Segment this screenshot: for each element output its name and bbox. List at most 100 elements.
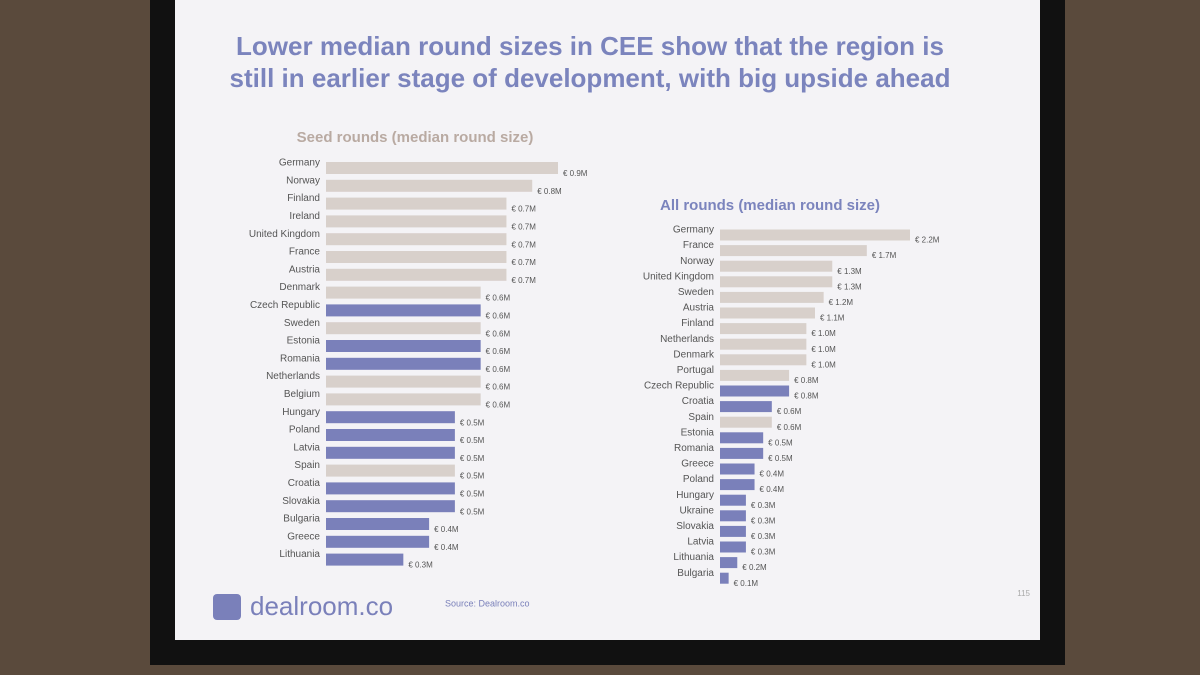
bar <box>326 357 481 370</box>
bar <box>326 375 481 388</box>
value-label: € 0.7M <box>511 240 536 249</box>
y-tick-label: Austria <box>289 264 321 275</box>
logo-icon <box>213 594 241 620</box>
value-label: € 0.6M <box>486 347 511 356</box>
value-label: € 0.7M <box>511 276 536 285</box>
source: Source: Dealroom.co <box>445 598 530 608</box>
y-tick-label: France <box>289 247 321 258</box>
bar <box>326 215 507 228</box>
y-tick-label: Greece <box>681 459 714 470</box>
slide <box>175 0 1040 640</box>
value-label: € 0.1M <box>734 579 759 588</box>
y-tick-label: Spain <box>294 460 320 471</box>
y-tick-label: Sweden <box>678 287 714 298</box>
value-label: € 0.6M <box>486 383 511 392</box>
bar <box>326 322 481 335</box>
y-tick-label: Greece <box>287 531 320 542</box>
bar <box>326 162 558 174</box>
y-tick-label: Poland <box>683 474 714 485</box>
y-tick-label: Belgium <box>284 389 320 400</box>
y-tick-label: Hungary <box>282 407 320 418</box>
value-label: € 0.5M <box>460 436 485 445</box>
y-tick-label: Latvia <box>293 442 320 453</box>
y-tick-label: Norway <box>680 256 714 267</box>
value-label: € 0.2M <box>742 563 767 572</box>
bar <box>720 260 833 272</box>
y-tick-label: Netherlands <box>266 371 320 382</box>
y-tick-label: Finland <box>287 193 320 204</box>
bar <box>326 518 430 530</box>
bar <box>720 276 833 288</box>
value-label: € 0.3M <box>408 561 433 570</box>
y-tick-label: Bulgaria <box>677 568 714 579</box>
chart-title: All rounds (median round size) <box>660 197 880 214</box>
value-label: € 0.5M <box>768 438 793 447</box>
bar <box>326 446 455 459</box>
value-label: € 0.6M <box>486 401 511 410</box>
y-tick-label: Portugal <box>677 365 714 376</box>
y-tick-label: Lithuania <box>673 552 714 563</box>
value-label: € 0.8M <box>794 376 819 385</box>
y-tick-label: Netherlands <box>660 334 714 345</box>
bar <box>720 307 815 319</box>
y-tick-label: Bulgaria <box>283 514 320 525</box>
bar <box>326 553 404 566</box>
value-label: € 0.7M <box>511 258 536 267</box>
value-label: € 0.5M <box>460 454 485 463</box>
bar <box>326 286 481 299</box>
value-label: € 0.8M <box>794 392 819 401</box>
value-label: € 0.5M <box>768 454 793 463</box>
bar <box>326 340 481 352</box>
bar <box>720 525 746 537</box>
value-label: € 0.4M <box>760 485 785 494</box>
bar <box>326 464 455 477</box>
bar <box>720 510 746 522</box>
y-tick-label: Ukraine <box>680 505 715 516</box>
y-tick-label: Germany <box>279 158 320 169</box>
slide-title: Lower median round sizes in CEE show tha… <box>230 31 951 93</box>
y-tick-label: Ireland <box>289 211 320 222</box>
bar <box>720 338 807 350</box>
y-tick-label: Spain <box>688 412 714 423</box>
bar <box>720 572 729 584</box>
y-tick-label: Poland <box>289 425 320 436</box>
y-tick-label: United Kingdom <box>643 271 714 282</box>
value-label: € 1.2M <box>829 298 854 307</box>
y-tick-label: Estonia <box>287 336 321 347</box>
bar <box>326 251 507 263</box>
bar <box>326 304 481 317</box>
bar <box>720 557 738 569</box>
value-label: € 0.6M <box>486 312 511 321</box>
value-label: € 0.3M <box>751 516 776 525</box>
value-label: € 0.5M <box>460 472 485 481</box>
value-label: € 1.7M <box>872 251 897 260</box>
value-label: € 1.0M <box>811 360 836 369</box>
bar <box>326 268 507 281</box>
value-label: € 0.3M <box>751 501 776 510</box>
value-label: € 1.3M <box>837 267 862 276</box>
bar <box>326 393 481 406</box>
y-tick-label: Germany <box>673 225 714 236</box>
y-tick-label: Slovakia <box>282 496 320 507</box>
value-label: € 0.9M <box>563 169 588 178</box>
value-label: € 1.0M <box>811 329 836 338</box>
bar <box>326 500 455 513</box>
value-label: € 0.8M <box>537 187 562 196</box>
bar <box>720 291 824 303</box>
value-label: € 0.6M <box>777 407 802 416</box>
y-tick-label: Romania <box>674 443 714 454</box>
bar <box>720 245 867 257</box>
y-tick-label: Lithuania <box>279 549 320 560</box>
value-label: € 2.2M <box>915 236 940 245</box>
y-tick-label: United Kingdom <box>249 229 320 240</box>
y-tick-label: Czech Republic <box>250 300 320 311</box>
bar <box>326 197 507 210</box>
bar <box>720 494 746 506</box>
bar <box>326 535 430 548</box>
y-tick-label: Croatia <box>682 396 715 407</box>
value-label: € 0.4M <box>434 543 459 552</box>
y-tick-label: Estonia <box>681 427 715 438</box>
bar <box>326 411 455 424</box>
page-number: 115 <box>1017 589 1030 598</box>
